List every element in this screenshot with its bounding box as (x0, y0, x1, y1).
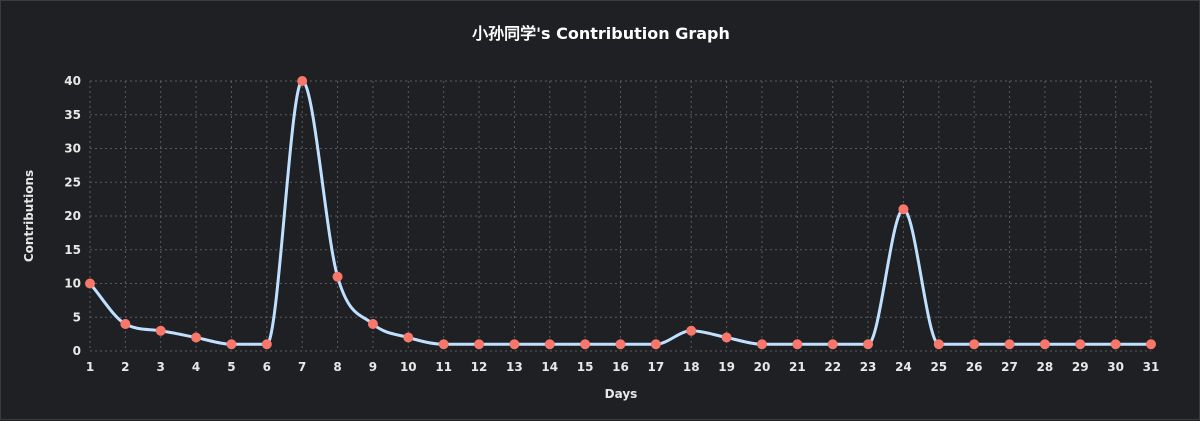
data-point[interactable] (438, 339, 449, 350)
data-point[interactable] (1075, 339, 1086, 350)
y-axis-label: Contributions (22, 170, 36, 262)
y-tick-label: 20 (64, 209, 81, 223)
x-tick-label: 9 (369, 360, 377, 374)
x-tick-label: 5 (227, 360, 235, 374)
x-tick-label: 2 (121, 360, 129, 374)
x-tick-label: 19 (718, 360, 735, 374)
data-point[interactable] (827, 339, 838, 350)
x-axis-ticks: 1 2 3 4 5 6 7 8 9 10 11 12 13 14 15 16 17 18 19 20 21 22 23 24 2… (86, 360, 1160, 374)
y-tick-label: 25 (64, 175, 81, 189)
x-tick-label: 11 (435, 360, 452, 374)
x-tick-label: 31 (1143, 360, 1160, 374)
y-axis-ticks: 0 5 10 15 20 25 30 35 40 (64, 74, 81, 358)
data-point[interactable] (332, 271, 343, 282)
x-tick-label: 3 (157, 360, 165, 374)
data-point[interactable] (650, 339, 661, 350)
x-tick-label: 27 (1001, 360, 1018, 374)
data-point[interactable] (120, 319, 131, 329)
data-points (85, 76, 1156, 350)
y-tick-label: 35 (64, 108, 81, 122)
data-point[interactable] (898, 204, 909, 215)
data-point[interactable] (863, 339, 874, 350)
contribution-line (88, 79, 1151, 346)
data-point[interactable] (85, 278, 95, 289)
grid-lines (89, 80, 1152, 352)
x-tick-label: 21 (789, 360, 806, 374)
y-tick-label: 0 (73, 344, 81, 358)
x-axis-label: Days (605, 387, 638, 401)
data-point[interactable] (261, 339, 272, 350)
x-tick-label: 22 (824, 360, 841, 374)
x-tick-label: 14 (541, 360, 558, 374)
x-tick-label: 10 (400, 360, 417, 374)
y-tick-label: 15 (64, 243, 81, 257)
x-tick-label: 17 (648, 360, 665, 374)
x-tick-label: 13 (506, 360, 523, 374)
data-point[interactable] (544, 339, 555, 350)
data-point[interactable] (686, 325, 697, 336)
x-tick-label: 15 (577, 360, 594, 374)
data-point[interactable] (933, 339, 944, 350)
x-tick-label: 1 (86, 360, 94, 374)
y-tick-label: 5 (73, 310, 81, 324)
data-point[interactable] (792, 339, 803, 350)
x-tick-label: 29 (1072, 360, 1089, 374)
data-point[interactable] (1110, 339, 1121, 350)
x-tick-label: 7 (298, 360, 306, 374)
x-tick-label: 16 (612, 360, 629, 374)
data-point[interactable] (403, 332, 414, 343)
x-tick-label: 26 (966, 360, 983, 374)
x-tick-label: 30 (1107, 360, 1124, 374)
data-point[interactable] (367, 319, 378, 329)
x-tick-label: 24 (895, 360, 912, 374)
data-point[interactable] (155, 325, 166, 336)
data-point[interactable] (1004, 339, 1015, 350)
x-tick-label: 25 (930, 360, 947, 374)
y-tick-label: 40 (64, 74, 81, 88)
x-tick-label: 12 (471, 360, 488, 374)
x-tick-label: 18 (683, 360, 700, 374)
data-point[interactable] (580, 339, 591, 350)
data-point[interactable] (1146, 339, 1156, 350)
data-point[interactable] (721, 332, 732, 343)
data-point[interactable] (191, 332, 202, 343)
chart-title: 小孙同学's Contribution Graph (472, 24, 730, 43)
data-point[interactable] (297, 76, 308, 86)
data-point[interactable] (509, 339, 520, 350)
data-point[interactable] (756, 339, 767, 350)
data-point[interactable] (615, 339, 626, 350)
y-tick-label: 30 (64, 142, 81, 156)
data-point[interactable] (969, 339, 980, 350)
x-tick-label: 8 (333, 360, 341, 374)
x-tick-label: 23 (860, 360, 877, 374)
data-point[interactable] (226, 339, 237, 350)
x-tick-label: 6 (263, 360, 271, 374)
x-tick-label: 28 (1037, 360, 1054, 374)
data-point[interactable] (1039, 339, 1050, 350)
data-point[interactable] (474, 339, 485, 350)
x-tick-label: 20 (754, 360, 771, 374)
x-tick-label: 4 (192, 360, 200, 374)
y-tick-label: 10 (64, 277, 81, 291)
